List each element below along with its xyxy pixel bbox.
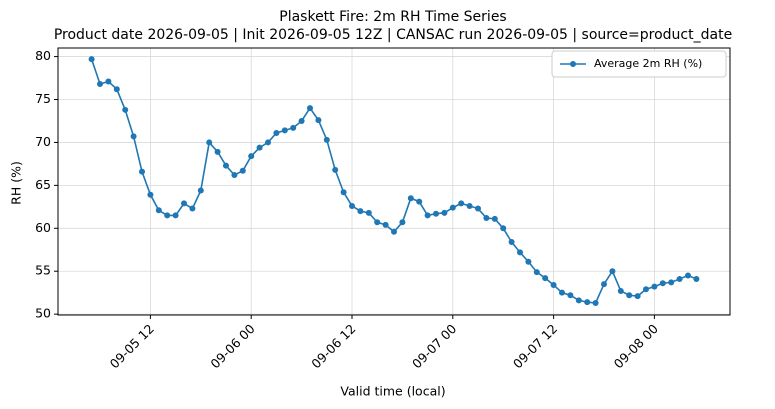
data-point: [399, 219, 406, 226]
data-point: [500, 225, 507, 232]
data-point: [508, 239, 515, 246]
x-tick-label: 09-05 12: [107, 321, 157, 371]
data-point: [88, 56, 95, 63]
data-point: [97, 81, 103, 88]
data-point: [374, 219, 381, 226]
data-point: [567, 292, 574, 299]
data-point: [357, 208, 364, 215]
data-point: [659, 280, 666, 287]
chart-subtitle: Product date 2026-09-05 | Init 2026-09-0…: [54, 27, 732, 43]
y-tick-label: 80: [35, 48, 51, 63]
plot-frame: [57, 47, 731, 316]
data-point: [458, 200, 465, 207]
data-point: [601, 281, 607, 288]
data-point: [315, 117, 322, 124]
data-point: [332, 166, 339, 173]
data-point: [147, 191, 154, 198]
data-point: [206, 139, 213, 146]
data-point: [197, 187, 204, 194]
data-point: [139, 168, 145, 175]
data-point: [483, 214, 490, 221]
data-point: [181, 200, 187, 207]
data-point: [340, 189, 347, 196]
data-point: [668, 279, 675, 286]
data-point: [365, 209, 372, 216]
y-tick-label: 60: [35, 220, 51, 235]
data-point: [189, 205, 196, 212]
x-tick-label: 09-06 00: [207, 321, 257, 371]
data-point: [441, 209, 448, 216]
data-point: [130, 133, 137, 140]
data-point: [592, 299, 599, 306]
x-tick-label: 09-06 12: [308, 321, 358, 371]
data-point: [122, 106, 129, 113]
data-point: [290, 124, 297, 131]
data-point: [172, 212, 179, 219]
data-point: [105, 78, 112, 85]
data-point: [584, 299, 591, 306]
data-point: [113, 86, 120, 93]
data-point: [248, 153, 255, 160]
data-point: [676, 275, 683, 282]
x-tick-label: 09-07 12: [510, 321, 560, 371]
x-tick-label: 09-07 00: [409, 321, 459, 371]
data-point: [349, 202, 355, 209]
data-point: [626, 292, 633, 299]
data-point: [416, 198, 423, 205]
y-axis-label: RH (%): [9, 161, 24, 205]
data-point: [239, 167, 246, 174]
data-point: [391, 228, 397, 235]
data-point: [542, 275, 549, 282]
y-tick-label: 55: [35, 263, 51, 278]
legend-marker: [570, 61, 576, 67]
data-point: [466, 202, 473, 209]
data-point: [475, 205, 481, 212]
y-tick-label: 75: [35, 91, 51, 106]
data-point: [433, 210, 439, 217]
data-point: [617, 287, 624, 294]
data-point: [256, 144, 263, 151]
data-point: [643, 286, 649, 293]
legend-label: Average 2m RH (%): [594, 57, 702, 70]
data-point: [298, 117, 305, 124]
y-tick-label: 70: [35, 134, 51, 149]
data-point: [491, 215, 498, 222]
data-point: [407, 195, 414, 202]
data-point: [575, 297, 582, 304]
legend-box: [551, 50, 727, 78]
data-line: [90, 58, 697, 304]
data-point: [214, 148, 221, 155]
data-point: [231, 172, 238, 179]
data-point: [685, 272, 691, 279]
data-point: [223, 162, 229, 169]
data-point: [651, 283, 658, 290]
data-point: [559, 289, 565, 296]
data-point: [273, 129, 280, 136]
data-point: [281, 127, 288, 134]
x-tick-label: 09-08 00: [611, 321, 661, 371]
data-point: [525, 258, 532, 265]
data-point: [449, 204, 456, 211]
data-point: [533, 269, 540, 276]
data-point: [323, 136, 330, 143]
data-point: [517, 249, 523, 256]
x-axis-label: Valid time (local): [340, 384, 445, 399]
data-point: [307, 105, 313, 112]
chart-title: Plaskett Fire: 2m RH Time Series: [279, 9, 506, 25]
data-point: [382, 221, 389, 228]
data-point: [634, 293, 641, 300]
data-point: [424, 212, 431, 219]
data-point: [265, 139, 271, 146]
data-point: [164, 212, 171, 219]
y-tick-label: 65: [35, 177, 51, 192]
data-point: [693, 275, 700, 282]
data-point: [550, 281, 557, 288]
y-tick-label: 50: [35, 306, 51, 321]
data-point: [609, 268, 616, 275]
data-point: [155, 207, 162, 214]
